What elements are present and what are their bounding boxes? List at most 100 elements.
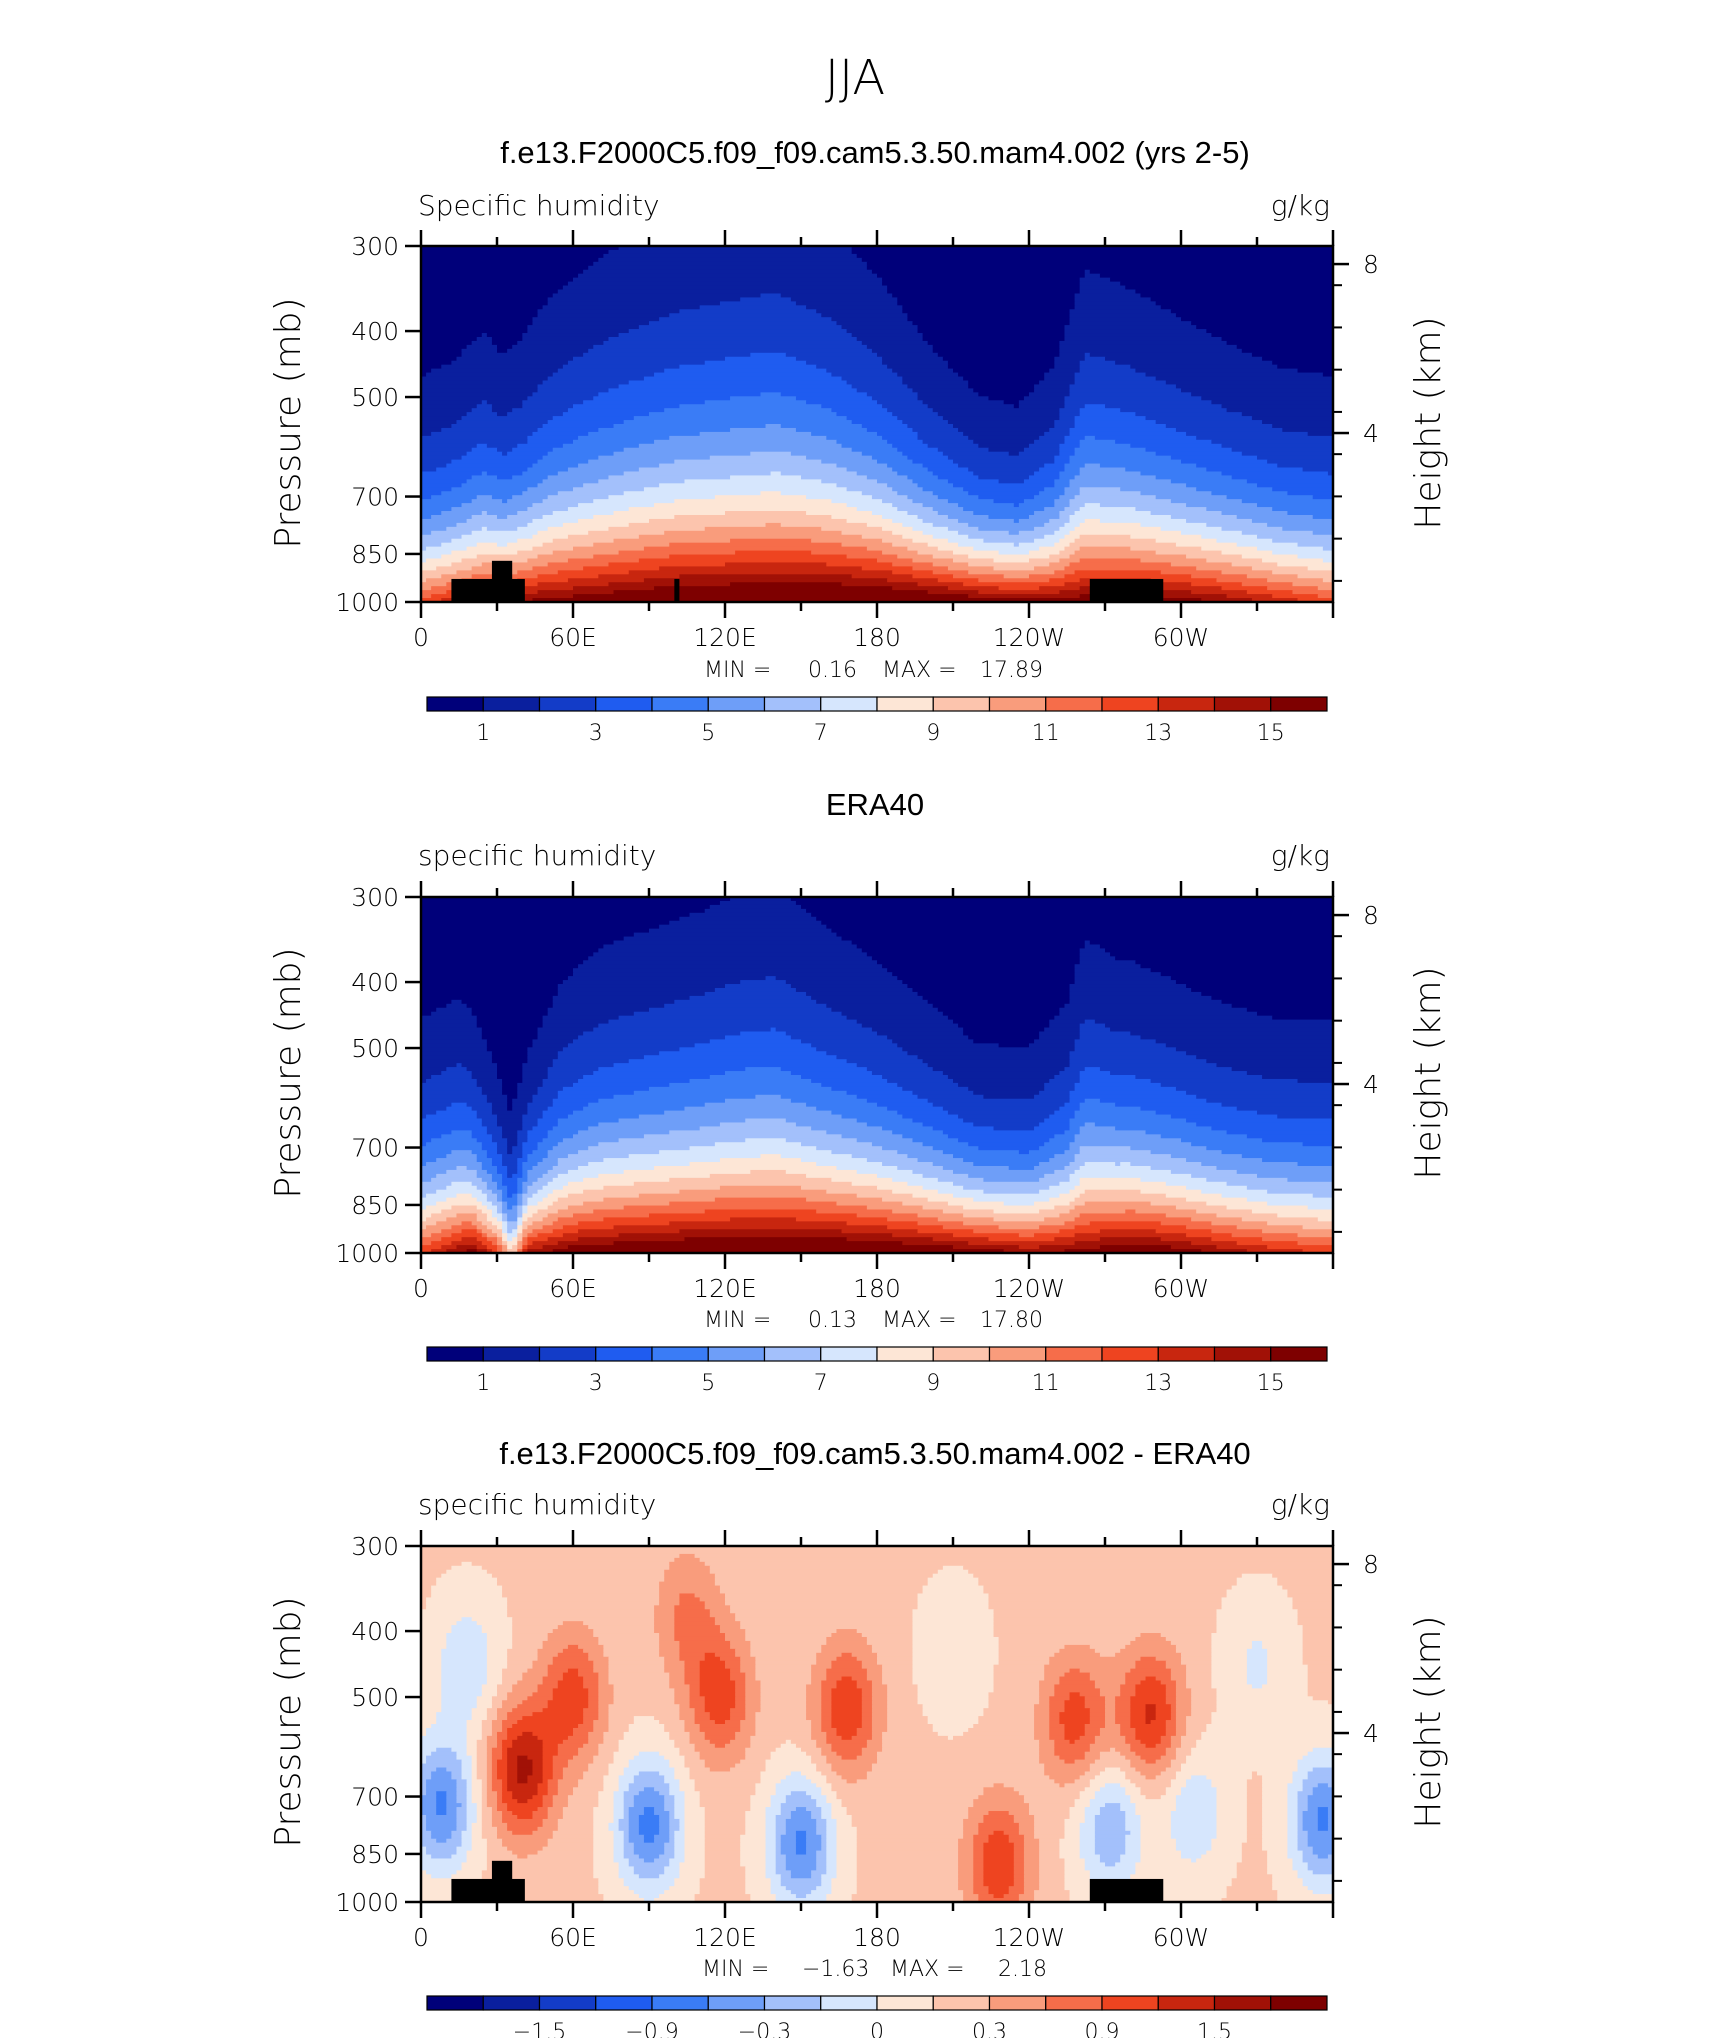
longitude-tick-label: 0 xyxy=(413,1923,429,1952)
longitude-tick-label: 0 xyxy=(413,623,429,652)
pressure-axis-label: Pressure (mb) xyxy=(268,947,309,1198)
pressure-tick-label: 400 xyxy=(351,1617,399,1646)
colorbar-swatch xyxy=(707,696,766,712)
longitude-tick-label: 120W xyxy=(993,1274,1065,1303)
longitude-tick-label: 0 xyxy=(413,1274,429,1303)
pressure-tick-label: 850 xyxy=(351,1840,399,1869)
colorbar-swatch xyxy=(1045,696,1103,712)
colorbar-label: 9 xyxy=(926,1371,940,1396)
colorbar-swatch xyxy=(426,1995,484,2011)
colorbar-label: 9 xyxy=(926,721,940,746)
colorbar-label: −0.9 xyxy=(625,2020,678,2038)
colorbar-swatch xyxy=(482,1995,541,2011)
plot-axes: 300 400 500 700 850 1000 8 4 0 60E 120E 180 120W 60W xyxy=(335,881,1379,1303)
colorbar-label: 7 xyxy=(814,721,828,746)
topography-mask xyxy=(451,1860,1164,1902)
colorbar-swatch xyxy=(538,696,597,712)
pressure-tick-label: 300 xyxy=(351,232,399,261)
colorbar-label: 7 xyxy=(814,1371,828,1396)
colorbar-swatch xyxy=(763,696,822,712)
pressure-tick-label: 1000 xyxy=(335,1888,399,1917)
colorbar-label: 0.9 xyxy=(1085,2020,1120,2038)
colorbar-swatch xyxy=(988,1995,1047,2011)
min-label: MIN = xyxy=(704,1308,771,1333)
colorbar-swatch xyxy=(820,1346,878,1362)
pressure-tick-label: 700 xyxy=(351,1134,399,1163)
longitude-tick-label: 120E xyxy=(693,1923,757,1952)
colorbar-label: 13 xyxy=(1144,1371,1172,1396)
longitude-tick-label: 60E xyxy=(549,1923,597,1952)
pressure-tick-label: 700 xyxy=(351,483,399,512)
colorbar-swatch xyxy=(1213,1346,1272,1362)
panel-difference: f.e13.F2000C5.f09_f09.cam5.3.50.mam4.002… xyxy=(268,1436,1449,1982)
height-tick-label: 4 xyxy=(1363,1719,1379,1748)
colorbar-label: 13 xyxy=(1144,721,1172,746)
pressure-tick-label: 850 xyxy=(351,1191,399,1220)
colorbar-swatch xyxy=(1157,1995,1216,2011)
max-label: MAX = xyxy=(882,658,957,683)
colorbar-swatch xyxy=(1045,1346,1103,1362)
pressure-tick-label: 1000 xyxy=(335,588,399,617)
colorbar-label: 3 xyxy=(589,721,603,746)
height-tick-label: 8 xyxy=(1363,901,1379,930)
colorbar-label: −0.3 xyxy=(738,2020,791,2038)
pressure-tick-label: 500 xyxy=(351,383,399,412)
colorbar-swatch xyxy=(538,1995,597,2011)
min-value: 0.16 xyxy=(808,658,857,683)
colorbar-swatch xyxy=(876,696,934,712)
colorbar-label: 1 xyxy=(476,1371,490,1396)
longitude-tick-label: 120E xyxy=(693,1274,757,1303)
colorbar-swatch xyxy=(763,1346,822,1362)
panel-title: f.e13.F2000C5.f09_f09.cam5.3.50.mam4.002… xyxy=(500,135,1250,170)
longitude-tick-label: 180 xyxy=(853,623,901,652)
longitude-tick-label: 60W xyxy=(1153,1274,1210,1303)
colorbar-swatch xyxy=(538,1346,597,1362)
plot-axes: 300 400 500 700 850 1000 8 4 0 60E 120E 180 120W 60W xyxy=(335,230,1379,652)
colorbar-swatch xyxy=(1157,696,1216,712)
min-value: 0.13 xyxy=(808,1308,857,1333)
longitude-tick-label: 60W xyxy=(1153,1923,1210,1952)
colorbar-swatch xyxy=(482,1346,541,1362)
colorbar-label: 15 xyxy=(1257,721,1285,746)
colorbar-swatch xyxy=(1101,1995,1159,2011)
page-title: JJA xyxy=(825,50,885,106)
colorbar-label: 0 xyxy=(870,2020,884,2038)
colorbar-swatch xyxy=(595,696,653,712)
colorbar-swatch xyxy=(876,1346,934,1362)
contour-field xyxy=(421,1546,1334,1903)
pressure-tick-label: 700 xyxy=(351,1783,399,1812)
colorbar-swatch xyxy=(1270,1346,1328,1362)
colorbar-swatch xyxy=(482,696,541,712)
min-value: −1.63 xyxy=(802,1957,869,1982)
colorbar-swatch xyxy=(763,1995,822,2011)
panel-model: f.e13.F2000C5.f09_f09.cam5.3.50.mam4.002… xyxy=(268,135,1449,683)
longitude-tick-label: 120E xyxy=(693,623,757,652)
colorbar-label: 1.5 xyxy=(1197,2020,1232,2038)
longitude-tick-label: 180 xyxy=(853,1923,901,1952)
height-axis-label: Height (km) xyxy=(1408,316,1449,529)
colorbar-swatch xyxy=(1213,1995,1272,2011)
longitude-tick-label: 120W xyxy=(993,623,1065,652)
longitude-tick-label: 120W xyxy=(993,1923,1065,1952)
colorbar-label: 11 xyxy=(1032,1371,1060,1396)
colorbar-label: 3 xyxy=(589,1371,603,1396)
pressure-axis-label: Pressure (mb) xyxy=(268,297,309,548)
colorbar-swatch xyxy=(595,1346,653,1362)
min-label: MIN = xyxy=(702,1957,769,1982)
colorbar: 1 3 5 7 9 11 13 15 xyxy=(426,696,1328,746)
panel-title: ERA40 xyxy=(826,787,924,822)
colorbar-swatch xyxy=(932,696,991,712)
pressure-tick-label: 500 xyxy=(351,1034,399,1063)
colorbar: −1.5 −0.9 −0.3 0 0.3 0.9 1.5 xyxy=(426,1995,1328,2038)
max-value: 17.89 xyxy=(980,658,1043,683)
units-label: g/kg xyxy=(1271,189,1330,222)
height-tick-label: 8 xyxy=(1363,250,1379,279)
height-axis-label: Height (km) xyxy=(1408,1615,1449,1828)
variable-label: Specific humidity xyxy=(418,189,660,222)
colorbar-label: 1 xyxy=(476,721,490,746)
height-tick-label: 8 xyxy=(1363,1550,1379,1579)
max-value: 2.18 xyxy=(998,1957,1047,1982)
longitude-tick-label: 180 xyxy=(853,1274,901,1303)
